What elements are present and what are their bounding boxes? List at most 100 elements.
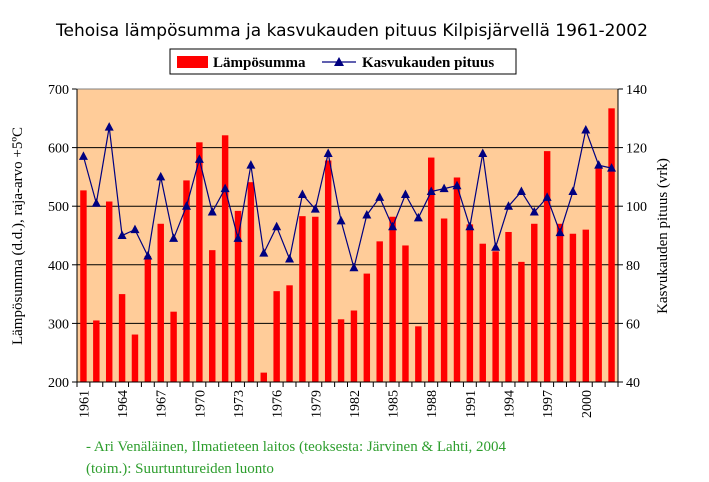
bar bbox=[221, 135, 229, 382]
legend-line-label: Kasvukauden pituus bbox=[362, 55, 494, 71]
bar bbox=[350, 310, 358, 382]
line-point-marker bbox=[169, 233, 179, 242]
bar bbox=[144, 256, 152, 382]
y-left-tick-label: 700 bbox=[48, 83, 69, 98]
bar bbox=[363, 273, 371, 382]
y-right-tick-label: 140 bbox=[626, 83, 647, 98]
bar bbox=[105, 201, 113, 382]
plot-area bbox=[77, 89, 618, 382]
bar bbox=[402, 245, 409, 382]
x-tick-label: 1994 bbox=[503, 390, 518, 418]
line-point-marker bbox=[426, 186, 436, 196]
line-point-marker bbox=[504, 201, 514, 210]
bar bbox=[428, 157, 435, 382]
line-point-marker bbox=[323, 148, 333, 157]
y-right-tick-label: 80 bbox=[626, 259, 640, 274]
bar bbox=[440, 218, 448, 382]
y-right-tick-label: 40 bbox=[626, 376, 640, 391]
bar bbox=[415, 326, 422, 382]
bar bbox=[492, 251, 499, 382]
bar bbox=[312, 216, 319, 382]
line-point-marker bbox=[130, 224, 140, 234]
line-point-marker bbox=[272, 221, 282, 231]
axes-layer: 200 40 300 60 400 80 500 100 600 120 700 140 1961 196… bbox=[48, 83, 647, 418]
x-tick-label: 1973 bbox=[232, 390, 247, 418]
x-tick-label: 2000 bbox=[580, 390, 595, 418]
legend: Lämpösumma Kasvukauden pituus bbox=[169, 48, 517, 75]
x-tick-label: 1967 bbox=[155, 390, 170, 418]
bar bbox=[531, 223, 538, 382]
bar bbox=[466, 224, 474, 382]
line-point-marker bbox=[143, 251, 153, 260]
line-point-marker bbox=[542, 192, 552, 201]
bar bbox=[183, 180, 190, 382]
bar bbox=[170, 311, 177, 382]
y-right-tick-label: 60 bbox=[626, 317, 640, 332]
bar bbox=[209, 250, 216, 382]
bar bbox=[80, 190, 87, 382]
chart-title: Tehoisa lämpösumma ja kasvukauden pituus… bbox=[55, 21, 648, 41]
line-point-marker bbox=[233, 233, 243, 242]
bar bbox=[608, 108, 615, 382]
line-point-marker bbox=[413, 212, 423, 222]
bar bbox=[518, 261, 525, 382]
line-point-marker bbox=[220, 183, 230, 193]
bar bbox=[131, 334, 139, 382]
line-point-marker bbox=[246, 160, 256, 169]
line-point-marker bbox=[336, 215, 346, 225]
bar bbox=[376, 241, 383, 382]
x-tick-label: 1997 bbox=[541, 390, 556, 418]
y-axis-left-label: Lämpösumma (d.d.), raja-arvo +5ºC bbox=[10, 127, 26, 345]
bar bbox=[505, 231, 512, 382]
bar bbox=[479, 243, 486, 382]
x-tick-label: 1988 bbox=[425, 390, 440, 418]
bar bbox=[389, 216, 396, 382]
bar bbox=[324, 160, 332, 382]
bar bbox=[453, 177, 461, 382]
line-point-marker bbox=[581, 125, 591, 134]
line-point-marker bbox=[478, 148, 488, 157]
bar bbox=[569, 233, 577, 382]
x-tick-label: 1964 bbox=[116, 390, 131, 418]
x-tick-label: 1976 bbox=[271, 390, 286, 418]
bar bbox=[543, 151, 551, 382]
line-point-marker bbox=[194, 154, 204, 163]
line-point-marker bbox=[452, 180, 462, 190]
legend-bar-swatch bbox=[177, 56, 208, 68]
y-axis-right-label: Kasvukauden pituus (vrk) bbox=[655, 158, 671, 314]
x-tick-label: 1982 bbox=[348, 390, 363, 418]
bar bbox=[286, 285, 293, 382]
bar bbox=[157, 223, 164, 382]
line-point-marker bbox=[104, 122, 114, 131]
line-point-marker bbox=[156, 171, 166, 181]
line-point-marker bbox=[594, 160, 604, 169]
plot-layer bbox=[77, 89, 618, 382]
credit-line-2: (toim.): Suurtuntureiden luonto bbox=[86, 461, 274, 477]
line-point-marker bbox=[285, 253, 295, 263]
bar bbox=[273, 291, 280, 382]
line-point-marker bbox=[465, 221, 475, 231]
line-point-marker bbox=[607, 163, 617, 172]
line-point-marker bbox=[78, 151, 88, 160]
line-point-marker bbox=[310, 204, 320, 213]
line-point-marker bbox=[207, 207, 217, 216]
bar bbox=[118, 294, 126, 382]
y-left-tick-label: 300 bbox=[48, 317, 69, 332]
bar bbox=[337, 319, 345, 382]
bar bbox=[582, 229, 590, 382]
line-point-marker bbox=[400, 189, 410, 198]
line-point-marker bbox=[297, 189, 307, 198]
x-tick-label: 1979 bbox=[309, 390, 324, 418]
y-left-tick-label: 500 bbox=[48, 200, 69, 215]
line-point-marker bbox=[259, 248, 269, 257]
y-left-tick-label: 200 bbox=[48, 376, 69, 391]
line-point-marker bbox=[529, 207, 539, 216]
x-tick-label: 1961 bbox=[77, 390, 92, 418]
line-point-marker bbox=[516, 186, 526, 196]
line-point-marker bbox=[181, 201, 191, 210]
line-point-marker bbox=[491, 242, 501, 251]
x-tick-label: 1970 bbox=[193, 390, 208, 418]
line-point-marker bbox=[555, 227, 565, 237]
y-right-tick-label: 100 bbox=[626, 200, 647, 215]
